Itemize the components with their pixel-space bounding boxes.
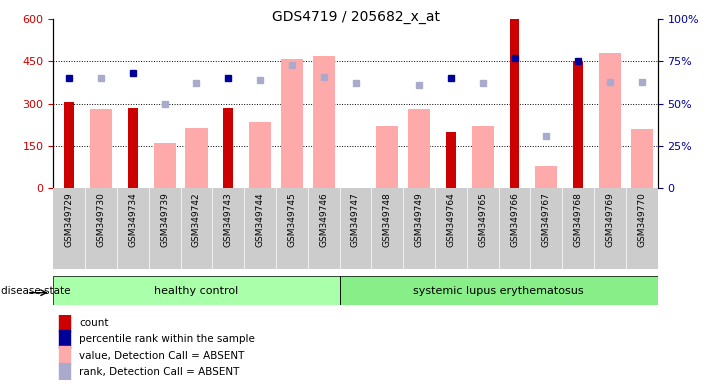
Bar [371,188,403,269]
Text: count: count [80,318,109,328]
Text: GSM349768: GSM349768 [574,192,582,247]
Bar [60,330,70,348]
Bar [244,188,276,269]
Bar [403,188,435,269]
Bar [117,188,149,269]
Bar [573,61,583,188]
Bar [599,53,621,188]
Bar [53,276,340,305]
Bar [85,188,117,269]
Bar [249,122,271,188]
Bar [498,188,530,269]
Bar [447,132,456,188]
Text: GSM349745: GSM349745 [287,192,296,247]
Text: GSM349744: GSM349744 [255,192,264,247]
Text: percentile rank within the sample: percentile rank within the sample [80,334,255,344]
Text: GSM349730: GSM349730 [97,192,105,247]
Text: GSM349742: GSM349742 [192,192,201,247]
Text: GSM349734: GSM349734 [129,192,137,247]
Bar [90,109,112,188]
Bar [281,59,303,188]
Text: healthy control: healthy control [154,286,239,296]
Bar [471,126,494,188]
Bar [530,188,562,269]
Text: systemic lupus erythematosus: systemic lupus erythematosus [413,286,584,296]
Bar [340,276,658,305]
Bar [128,108,138,188]
Bar [313,56,335,188]
Bar [53,276,340,305]
Text: GSM349749: GSM349749 [415,192,424,247]
Bar [408,109,430,188]
Text: GSM349746: GSM349746 [319,192,328,247]
Bar [154,143,176,188]
Bar [308,188,340,269]
Bar [626,188,658,269]
Text: disease state: disease state [1,286,70,296]
Text: GSM349766: GSM349766 [510,192,519,247]
Bar [631,129,653,188]
Bar [186,127,208,188]
Text: GSM349743: GSM349743 [224,192,232,247]
Bar [60,314,70,332]
Text: GSM349764: GSM349764 [447,192,456,247]
Bar [53,188,85,269]
Bar [467,188,498,269]
Text: GSM349748: GSM349748 [383,192,392,247]
Bar [276,188,308,269]
Text: GDS4719 / 205682_x_at: GDS4719 / 205682_x_at [272,10,439,23]
Bar [149,188,181,269]
Bar [65,102,74,188]
Text: GSM349765: GSM349765 [479,192,487,247]
Bar [340,276,658,305]
Bar [340,188,371,269]
Bar [594,188,626,269]
Bar [60,363,70,381]
Text: GSM349729: GSM349729 [65,192,74,247]
Bar [376,126,398,188]
Bar [223,108,233,188]
Text: GSM349767: GSM349767 [542,192,551,247]
Text: value, Detection Call = ABSENT: value, Detection Call = ABSENT [80,351,245,361]
Text: GSM349739: GSM349739 [160,192,169,247]
Bar [435,188,467,269]
Bar [510,19,519,188]
Text: GSM349747: GSM349747 [351,192,360,247]
Bar [60,346,70,365]
Bar [181,188,213,269]
Bar [535,166,557,188]
Bar [213,188,244,269]
Text: GSM349769: GSM349769 [606,192,614,247]
Text: rank, Detection Call = ABSENT: rank, Detection Call = ABSENT [80,367,240,377]
Bar [562,188,594,269]
Text: GSM349770: GSM349770 [637,192,646,247]
